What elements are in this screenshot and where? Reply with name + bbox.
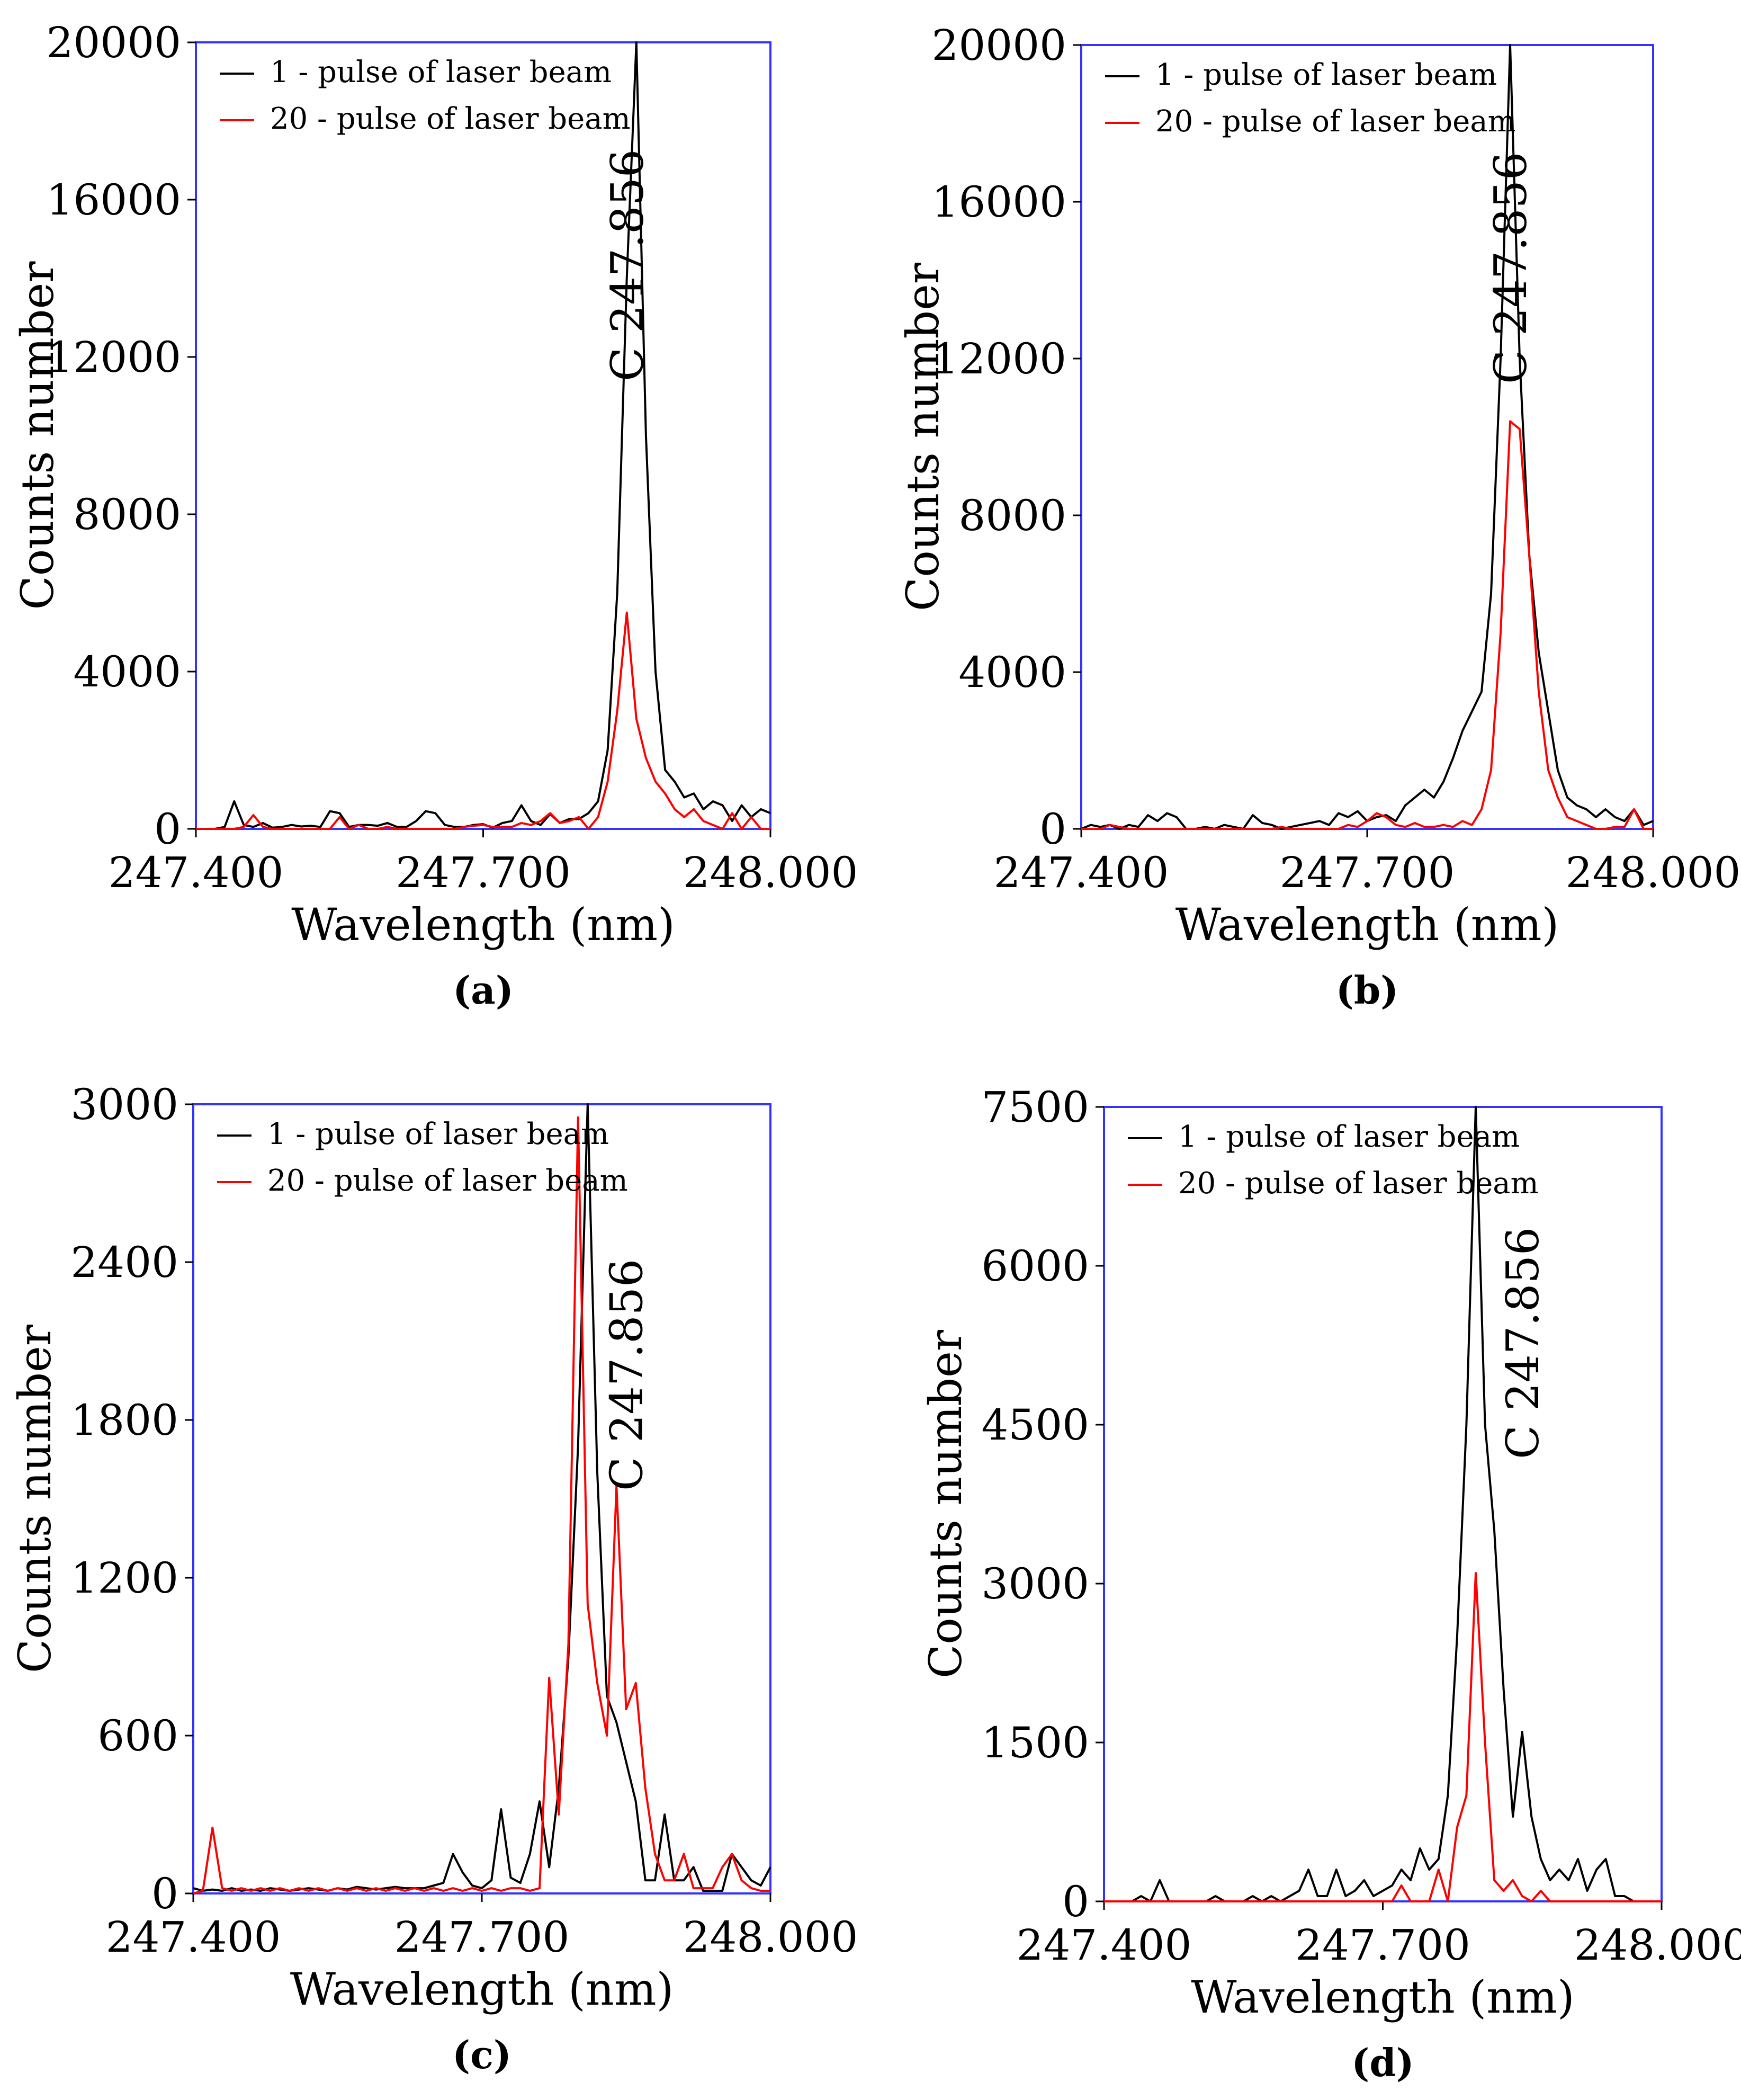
legend-entry: 20 - pulse of laser beam <box>270 102 631 136</box>
x-tick-label: 248.000 <box>1574 1920 1741 1970</box>
legend-entry: 1 - pulse of laser beam <box>270 55 612 90</box>
x-tick-label: 248.000 <box>1566 848 1741 897</box>
legend-entry: 20 - pulse of laser beam <box>267 1164 628 1198</box>
y-tick-label: 1200 <box>70 1553 178 1603</box>
y-tick-label: 0 <box>1062 1877 1089 1926</box>
y-tick-label: 4500 <box>981 1400 1089 1450</box>
legend-entry: 1 - pulse of laser beam <box>267 1117 609 1151</box>
x-tick-label: 247.400 <box>109 848 284 897</box>
y-tick-label: 16000 <box>47 175 182 225</box>
series-line-0 <box>193 1103 771 1892</box>
series-line-1 <box>1104 1572 1662 1902</box>
plot-frame <box>195 41 771 830</box>
y-tick-label: 20000 <box>47 18 182 67</box>
chart-panel-0: 0 4000 8000 12000 16000 20000 247.400 247.700 24… <box>12 18 858 1013</box>
y-tick-label: 4000 <box>958 648 1066 697</box>
y-tick-label: 8000 <box>958 491 1066 540</box>
y-tick-label: 6000 <box>981 1241 1089 1291</box>
series-line-1 <box>1081 420 1653 830</box>
y-tick-label: 7500 <box>981 1083 1089 1132</box>
y-tick-label: 1800 <box>70 1396 178 1445</box>
x-axis-label: Wavelength (nm) <box>290 1963 674 2015</box>
peak-annotation: C 247.856 <box>1497 1227 1549 1459</box>
y-tick-label: 8000 <box>73 490 181 539</box>
y-axis-label: Counts number <box>12 261 64 610</box>
series-line-1 <box>193 1116 770 1895</box>
panel-label: (b) <box>1336 968 1398 1013</box>
x-axis-label: Wavelength (nm) <box>1191 1971 1575 2023</box>
x-tick-label: 247.700 <box>394 1913 570 1962</box>
y-axis-label: Counts number <box>920 1329 972 1678</box>
legend-entry: 20 - pulse of laser beam <box>1178 1166 1539 1201</box>
series-line-0 <box>1081 44 1654 830</box>
chart-panel-2: 0 600 1200 1800 2400 3000 247.400 247.700 248.00… <box>9 1080 858 2077</box>
x-tick-label: 247.400 <box>994 848 1169 897</box>
y-tick-label: 3000 <box>70 1080 178 1129</box>
chart-panel-1: 0 4000 8000 12000 16000 20000 247.400 247.700 24… <box>897 21 1740 1013</box>
x-tick-label: 248.000 <box>683 1913 858 1962</box>
y-tick-label: 16000 <box>932 177 1067 227</box>
x-axis-label: Wavelength (nm) <box>1175 899 1559 951</box>
legend-entry: 1 - pulse of laser beam <box>1155 58 1497 92</box>
plot-frame <box>1080 44 1654 830</box>
series-line-0 <box>1104 1106 1662 1902</box>
panel-label: (a) <box>453 968 514 1013</box>
chart-panel-3: 0 1500 3000 4500 6000 7500 247.400 247.700 248.0… <box>920 1083 1741 2085</box>
y-tick-label: 3000 <box>981 1559 1089 1608</box>
y-tick-label: 0 <box>154 805 181 854</box>
x-tick-label: 247.700 <box>396 848 571 897</box>
peak-annotation: C 247.856 <box>1485 152 1537 384</box>
plot-frame <box>1103 1106 1663 1902</box>
peak-annotation: C 247.856 <box>602 149 653 381</box>
y-tick-label: 600 <box>97 1711 178 1761</box>
peak-annotation: C 247.856 <box>601 1259 653 1491</box>
legend-entry: 1 - pulse of laser beam <box>1178 1120 1520 1154</box>
y-tick-label: 20000 <box>932 21 1067 70</box>
y-tick-label: 4000 <box>73 647 181 696</box>
plot-frame <box>192 1103 771 1895</box>
y-tick-label: 0 <box>1039 805 1066 854</box>
x-tick-label: 247.700 <box>1295 1920 1470 1970</box>
y-tick-label: 2400 <box>70 1238 178 1287</box>
y-axis-label: Counts number <box>9 1324 61 1673</box>
x-axis-label: Wavelength (nm) <box>291 899 675 951</box>
series-line-1 <box>196 611 770 830</box>
x-tick-label: 247.400 <box>106 1913 281 1962</box>
y-tick-label: 12000 <box>47 333 182 382</box>
legend-entry: 20 - pulse of laser beam <box>1155 104 1516 139</box>
x-tick-label: 248.000 <box>683 848 858 897</box>
y-tick-label: 0 <box>151 1869 178 1918</box>
panel-label: (c) <box>452 2032 511 2077</box>
y-tick-label: 1500 <box>981 1718 1089 1767</box>
y-axis-label: Counts number <box>897 262 949 611</box>
x-tick-label: 247.700 <box>1280 848 1455 897</box>
y-tick-label: 12000 <box>932 334 1067 383</box>
series-line-0 <box>196 41 771 830</box>
panel-label: (d) <box>1351 2040 1414 2085</box>
x-tick-label: 247.400 <box>1017 1920 1192 1970</box>
